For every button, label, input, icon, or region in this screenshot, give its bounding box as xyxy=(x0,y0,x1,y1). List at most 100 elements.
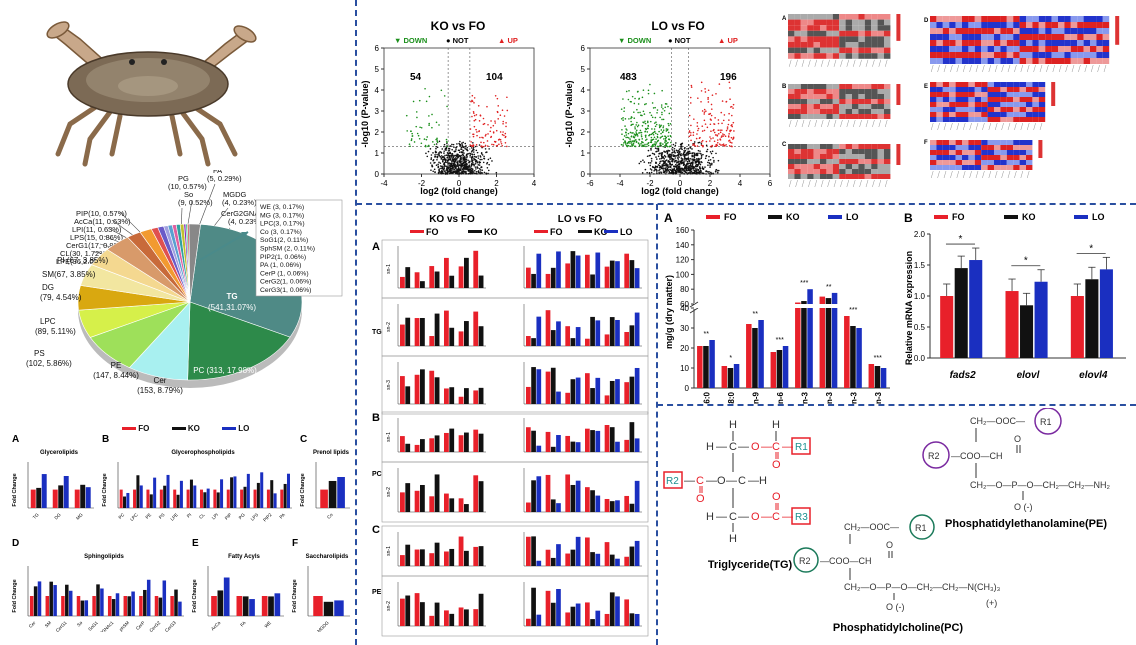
volcano-xtick: 2 xyxy=(708,179,713,188)
svg-text:—: — xyxy=(761,511,772,523)
fold-bar xyxy=(217,590,224,616)
volcano-xtick: -4 xyxy=(380,179,388,188)
svg-text:O: O xyxy=(717,475,726,487)
pie-label-cer-value: (153, 8.79%) xyxy=(137,386,183,395)
fa-bar xyxy=(776,350,783,388)
pie-left-minor-label: LPI(11, 0.63%) xyxy=(72,225,122,234)
fa-cat-label: 22:5n-3 xyxy=(849,391,858,404)
sn-group-b-letter: B xyxy=(372,412,380,424)
pie-label-dg-value: (79, 4.54%) xyxy=(40,293,82,302)
pie-left-minor-label: CerG1(17, 0.98%) xyxy=(66,241,127,250)
fold-bar xyxy=(153,477,157,508)
sn-bar xyxy=(464,504,469,512)
fold-bar xyxy=(159,489,163,508)
fold-bar xyxy=(243,486,247,508)
fold-bar xyxy=(176,494,180,508)
sn-bar xyxy=(604,542,610,566)
sn-bar xyxy=(434,377,440,404)
sn-bar xyxy=(556,588,561,626)
fold-bar xyxy=(203,492,207,508)
fold-bar xyxy=(256,482,260,508)
sn-bar xyxy=(590,274,595,288)
fold-panel-title: Sphingolipids xyxy=(84,554,124,560)
sn-bar xyxy=(464,257,469,288)
fold-legend-fo: FO xyxy=(138,424,150,433)
svg-text:O (-): O (-) xyxy=(886,602,905,612)
fa-ytick: 100 xyxy=(676,270,690,279)
sn-bar xyxy=(624,253,630,288)
fold-bar xyxy=(261,596,268,616)
sn-bar xyxy=(444,493,449,512)
fa-significance: *** xyxy=(776,337,784,344)
svg-text:—COO—CH: —COO—CH xyxy=(820,556,872,566)
volcano-xtick: 0 xyxy=(457,179,462,188)
fold-bar xyxy=(136,475,140,508)
pie-label-dg: DG xyxy=(42,283,54,292)
fa-cat-label: 18:2n-6 xyxy=(776,391,785,404)
sn-bar xyxy=(634,613,640,626)
heatmap-label-d: D xyxy=(924,18,929,24)
fa-bar xyxy=(801,301,807,388)
mrna-bar xyxy=(1099,269,1113,358)
svg-text:O: O xyxy=(751,511,760,523)
mrna-bar xyxy=(940,296,954,358)
fold-bar xyxy=(163,485,167,508)
fold-cat-label: TG xyxy=(32,512,40,520)
sn-bar xyxy=(449,613,455,626)
heatmap-label-b: B xyxy=(782,84,787,90)
fold-bar xyxy=(193,485,197,508)
sn-bar xyxy=(585,487,590,512)
sn-bar xyxy=(473,429,479,452)
pie-right-box-label: CerG2(1, 0.06%) xyxy=(260,279,311,286)
sn-bar xyxy=(429,496,435,512)
fold-bar xyxy=(139,485,143,508)
fold-bar xyxy=(80,600,85,616)
sn-bar xyxy=(473,390,479,404)
sn-bar xyxy=(526,618,531,626)
sn-legend-fo: FO xyxy=(426,227,439,237)
volcano-lo-legend-up: ▲ UP xyxy=(718,36,738,45)
sn-bar xyxy=(624,599,630,626)
fold-bar xyxy=(260,472,264,508)
sn-bar xyxy=(624,495,630,512)
fold-cat-label: PIP2 xyxy=(262,512,273,523)
sn-legend-fo-2: FO xyxy=(550,227,563,237)
sn-bar xyxy=(449,275,455,288)
sn-bar xyxy=(414,549,420,566)
fa-cat-label: 22:6n-3 xyxy=(874,391,883,404)
fa-significance: ** xyxy=(753,311,759,318)
fold-bar xyxy=(334,600,344,616)
fa-significance: *** xyxy=(849,307,857,314)
mrna-chart-ylabel: Relative mRNA expression xyxy=(904,251,914,365)
fold-cat-label: PS xyxy=(158,512,166,520)
sn-bar xyxy=(473,475,479,512)
sn-bar xyxy=(400,598,405,626)
mrna-significance: * xyxy=(959,234,963,245)
sn-bar xyxy=(634,367,640,404)
pie-slice xyxy=(187,301,291,381)
fold-bar xyxy=(63,475,69,508)
fa-significance: *** xyxy=(874,355,882,362)
sn-bar xyxy=(634,480,640,512)
sn-bar xyxy=(624,382,630,404)
sn-bar xyxy=(473,250,479,288)
sn-bar xyxy=(405,544,411,566)
svg-text:—H: —H xyxy=(748,475,767,487)
fold-panel-ylabel: Fold Change xyxy=(292,579,298,612)
pie-label-lpc: LPC xyxy=(40,317,56,326)
fold-bar xyxy=(41,474,47,508)
mrna-bar xyxy=(1070,296,1084,358)
sn-bar xyxy=(609,260,615,288)
sn-bar xyxy=(526,502,531,512)
sn-bar xyxy=(585,602,590,626)
sn-bar xyxy=(629,613,635,626)
sn-bar xyxy=(444,310,449,346)
mrna-ytick: 0.5 xyxy=(914,323,926,332)
sn-bar xyxy=(478,593,484,626)
sn-bar xyxy=(429,370,435,404)
sn-bar xyxy=(629,546,635,566)
volcano-ko-xlabel: log2 (fold change) xyxy=(420,186,498,196)
sn-legend-lo: LO xyxy=(620,227,633,237)
fold-bar xyxy=(162,580,167,616)
sn-bar xyxy=(458,498,464,512)
